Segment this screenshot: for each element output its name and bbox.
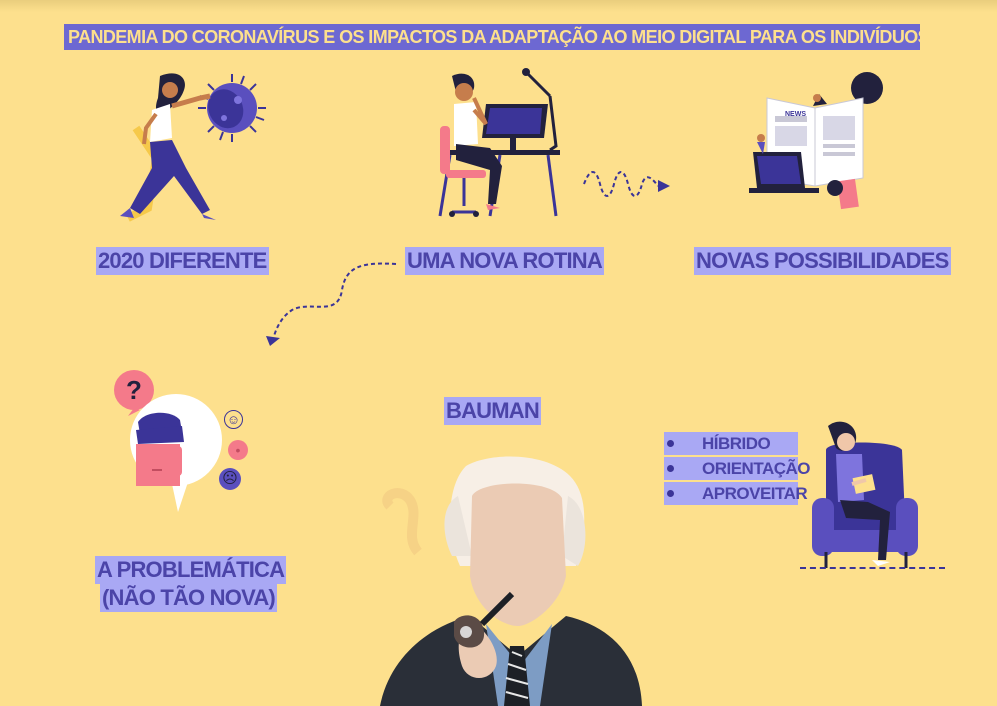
label-nao-tao-nova: (NÃO TÃO NOVA) (100, 584, 277, 612)
newspaper-heading: NEWS (785, 111, 806, 118)
bullet-label: APROVEITAR (702, 484, 808, 503)
label-bauman: BAUMAN (444, 397, 541, 425)
bullet-dot (667, 490, 674, 497)
bullet-label: HÍBRIDO (702, 434, 771, 453)
newspaper-laptop-illustration: NEWS (749, 72, 883, 210)
bullet-item-aproveitar: APROVEITAR (664, 482, 808, 505)
bullet-label: ORIENTAÇÃO (702, 459, 811, 478)
page-title: PANDEMIA DO CORONAVÍRUS E OS IMPACTOS DA… (64, 24, 930, 50)
woman-reading-in-armchair-illustration (812, 421, 918, 568)
woman-fighting-virus-illustration (120, 73, 266, 222)
confused-man-illustration: ? (114, 370, 222, 512)
bullet-item-hibrido: HÍBRIDO (664, 432, 798, 455)
curved-arrow-down-left (266, 262, 397, 346)
bullet-dot (667, 440, 674, 447)
neutral-emoji-icon: • (228, 440, 248, 460)
bullet-item-orientacao: ORIENTAÇÃO (664, 457, 811, 480)
smile-emoji-icon: ☺ (224, 410, 243, 429)
squiggle-arrow-right (583, 171, 670, 197)
question-mark: ? (126, 375, 142, 405)
man-at-computer-illustration (438, 68, 560, 217)
label-a-problematica: A PROBLEMÁTICA (95, 556, 287, 584)
floor-dashed-line (800, 567, 945, 569)
label-2020-diferente: 2020 DIFERENTE (96, 247, 269, 275)
sad-emoji-icon: ☹ (219, 468, 241, 490)
bullet-list: HÍBRIDO ORIENTAÇÃO APROVEITAR (664, 432, 811, 507)
label-novas-possibilidades: NOVAS POSSIBILIDADES (694, 247, 951, 275)
label-uma-nova-rotina: UMA NOVA ROTINA (405, 247, 604, 275)
bauman-portrait-illustration (380, 456, 642, 706)
top-shade (0, 0, 997, 12)
bullet-dot (667, 465, 674, 472)
